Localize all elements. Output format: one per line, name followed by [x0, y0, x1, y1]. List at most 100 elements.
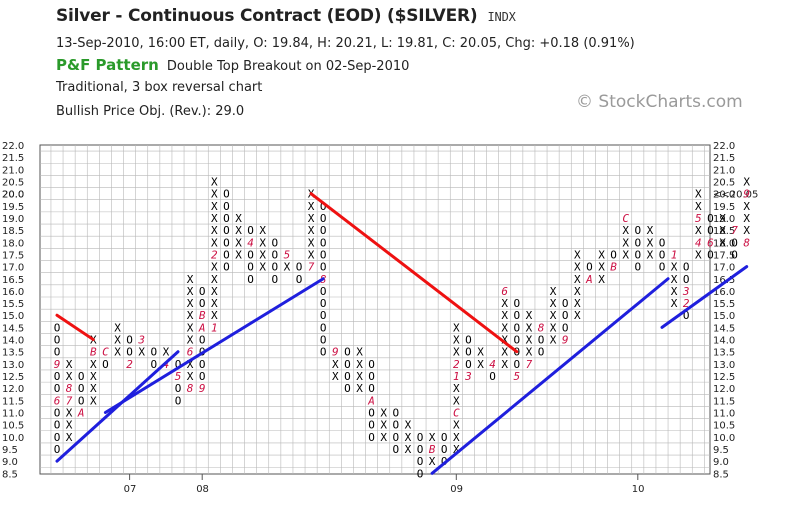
- o-mark: O: [247, 273, 254, 286]
- x-mark: X: [187, 370, 194, 383]
- x-mark: X: [235, 224, 242, 237]
- y-tick-right: 21.5: [713, 153, 735, 164]
- x-mark: X: [380, 407, 387, 420]
- month-mark: C: [453, 407, 460, 420]
- o-mark: O: [562, 297, 569, 310]
- x-mark: X: [695, 188, 702, 201]
- o-mark: O: [271, 236, 278, 249]
- x-mark: X: [114, 346, 121, 359]
- o-mark: O: [417, 467, 424, 480]
- x-column: X5: [284, 248, 291, 273]
- o-mark: O: [707, 212, 714, 225]
- y-tick-left: 14.0: [2, 336, 24, 347]
- o-mark: O: [320, 236, 327, 249]
- month-mark: 6: [54, 394, 61, 407]
- y-tick-left: 9.5: [2, 445, 18, 456]
- o-mark: O: [707, 248, 714, 261]
- y-tick-left: 10.5: [2, 421, 24, 432]
- month-mark: 2: [453, 358, 460, 371]
- x-mark: X: [187, 321, 194, 334]
- o-mark: O: [320, 309, 327, 322]
- y-tick-right: 10.0: [713, 433, 735, 444]
- o-mark: O: [199, 285, 206, 298]
- y-tick-left: 14.5: [2, 323, 24, 334]
- exchange-label: INDX: [487, 10, 516, 24]
- o-mark: O: [175, 382, 182, 395]
- x-column: XX9: [332, 346, 339, 383]
- x-mark: X: [453, 334, 460, 347]
- x-mark: X: [647, 248, 654, 261]
- o-mark: O: [659, 236, 666, 249]
- o-mark: O: [634, 261, 641, 274]
- o-mark: O: [223, 188, 230, 201]
- x-mark: X: [695, 224, 702, 237]
- y-tick-right: 17.0: [713, 263, 735, 274]
- o-mark: O: [150, 346, 157, 359]
- y-tick-left: 17.5: [2, 250, 24, 261]
- y-tick-right: 19.0: [713, 214, 735, 225]
- o-mark: O: [320, 212, 327, 225]
- month-mark: 2: [683, 297, 690, 310]
- y-tick-left: 8.5: [2, 469, 18, 480]
- o-mark: O: [392, 443, 399, 456]
- o-mark: O: [538, 346, 545, 359]
- y-tick-right: 13.0: [713, 360, 735, 371]
- o-mark: O: [223, 261, 230, 274]
- x-mark: X: [574, 261, 581, 274]
- y-tick-left: 21.0: [2, 165, 24, 176]
- plot-frame: [39, 144, 711, 475]
- y-tick-right: 15.0: [713, 311, 735, 322]
- y-tick-right: 16.0: [713, 287, 735, 298]
- y-tick-right: 17.5: [713, 250, 735, 261]
- o-mark: O: [175, 358, 182, 371]
- o-mark: O: [344, 382, 351, 395]
- x-mark: X: [187, 334, 194, 347]
- y-tick-right: 15.5: [713, 299, 735, 310]
- pf-columns: OOOO6OO9OOOXXX78XXAOOOXXXXBXOCXXX2OOX3OO…: [54, 175, 751, 480]
- y-tick-right: 20.5: [713, 177, 735, 188]
- y-tick-left: 17.0: [2, 263, 24, 274]
- month-mark: 5: [513, 370, 520, 383]
- o-mark: O: [320, 248, 327, 261]
- y-tick-right: 9.0: [713, 457, 729, 468]
- x-mark: X: [453, 346, 460, 359]
- pattern-text: Double Top Breakout on 02-Sep-2010: [166, 59, 410, 74]
- o-mark: O: [223, 200, 230, 213]
- x-mark: X: [453, 321, 460, 334]
- x-mark: X: [501, 346, 508, 359]
- month-mark: 6: [501, 285, 508, 298]
- o-mark: O: [54, 346, 61, 359]
- y-tick-left: 18.5: [2, 226, 24, 237]
- x-column: XXX: [380, 407, 387, 444]
- o-mark: O: [538, 334, 545, 347]
- x-mark: X: [211, 297, 218, 310]
- x-mark: X: [138, 346, 145, 359]
- x-column: XX: [477, 346, 484, 371]
- y-tick-left: 19.5: [2, 202, 24, 213]
- o-mark: O: [54, 407, 61, 420]
- x-mark: X: [187, 358, 194, 371]
- o-column: 2OO: [126, 334, 133, 371]
- y-tick-left: 15.5: [2, 299, 24, 310]
- x-mark: X: [526, 346, 533, 359]
- month-mark: 1: [453, 370, 460, 383]
- o-mark: O: [562, 321, 569, 334]
- x-mark: X: [671, 273, 678, 286]
- o-mark: O: [513, 297, 520, 310]
- x-mark: X: [695, 248, 702, 261]
- x-mark: X: [259, 261, 266, 274]
- o-mark: O: [320, 200, 327, 213]
- o-mark: O: [199, 370, 206, 383]
- month-mark: B: [199, 309, 206, 322]
- x-mark: X: [574, 248, 581, 261]
- o-mark: O: [320, 224, 327, 237]
- x-mark: X: [598, 248, 605, 261]
- x-mark: X: [187, 309, 194, 322]
- x-mark: X: [66, 407, 73, 420]
